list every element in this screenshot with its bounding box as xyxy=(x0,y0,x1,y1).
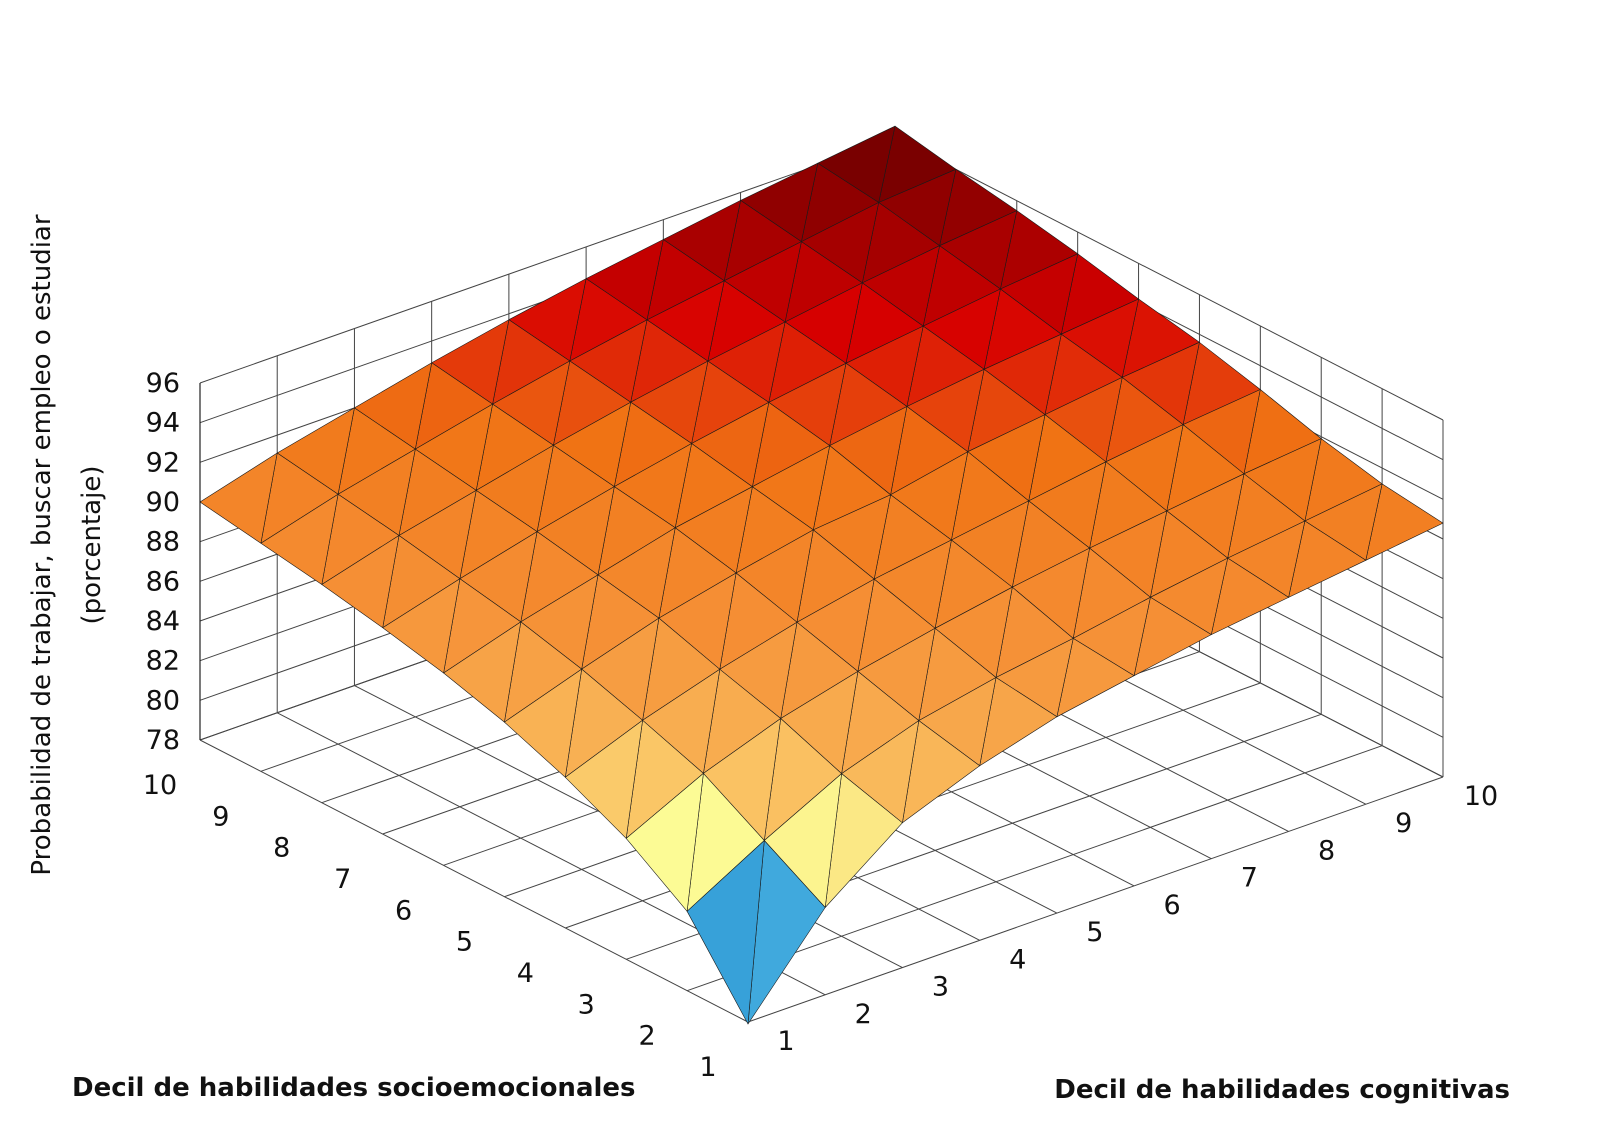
z-tick-label: 78 xyxy=(146,725,180,756)
y-tick-label: 3 xyxy=(578,989,595,1020)
z-tick-label: 96 xyxy=(146,368,180,399)
z-tick-label: 88 xyxy=(146,527,180,558)
y-axis-title: Decil de habilidades socioemocionales xyxy=(72,1073,636,1103)
x-tick-label: 7 xyxy=(1241,863,1258,894)
z-tick-label: 94 xyxy=(146,408,180,439)
z-tick-label: 86 xyxy=(146,566,180,597)
floor-gridline xyxy=(686,745,1383,992)
y-tick-label: 1 xyxy=(699,1052,716,1083)
back-wall-left-hline xyxy=(199,137,896,384)
surface-facet xyxy=(504,668,583,778)
back-wall-right-hline xyxy=(894,137,1444,421)
z-tick-label: 90 xyxy=(146,487,180,518)
surface-facet xyxy=(686,840,765,1025)
surface-facet xyxy=(321,535,400,629)
z-tick-label: 82 xyxy=(146,646,180,677)
x-tick-label: 9 xyxy=(1395,808,1412,839)
z-axis-title-line-1: Probabilidad de trabajar, buscar empleo … xyxy=(27,214,57,875)
y-tick-label: 7 xyxy=(334,864,351,895)
axis-layer: 7880828486889092949612345678910123456789… xyxy=(143,368,1498,1083)
surface-facet xyxy=(625,773,704,912)
x-tick-label: 3 xyxy=(932,972,949,1003)
y-tick-label: 8 xyxy=(273,833,290,864)
z-axis-title-line-2: (porcentaje) xyxy=(77,466,107,625)
x-tick-label: 1 xyxy=(777,1026,794,1057)
surface-facet xyxy=(443,621,522,723)
surface-facet xyxy=(564,719,643,839)
x-axis-title: Decil de habilidades cognitivas xyxy=(1054,1075,1510,1105)
surface-facet xyxy=(382,578,461,674)
y-tick-label: 5 xyxy=(456,927,473,958)
y-tick-label: 4 xyxy=(517,958,534,989)
x-tick-label: 6 xyxy=(1164,890,1181,921)
y-tick-label: 6 xyxy=(395,895,412,926)
z-axis-title: Probabilidad de trabajar, buscar empleo … xyxy=(27,214,107,875)
x-tick-label: 2 xyxy=(855,999,872,1030)
x-tick-label: 5 xyxy=(1086,917,1103,948)
y-tick-label: 2 xyxy=(639,1021,656,1052)
x-tick-label: 4 xyxy=(1009,944,1026,975)
floor-gridline xyxy=(199,739,749,1023)
z-tick-label: 84 xyxy=(146,606,180,637)
surface-facet xyxy=(199,452,278,544)
y-tick-label: 9 xyxy=(212,801,229,832)
surface-layer xyxy=(199,125,1444,1025)
y-tick-label: 10 xyxy=(143,770,177,801)
z-tick-label: 92 xyxy=(146,447,180,478)
x-tick-label: 10 xyxy=(1464,781,1498,812)
surface-facet xyxy=(260,493,339,585)
floor-gridline xyxy=(747,776,1444,1023)
z-tick-label: 80 xyxy=(146,685,180,716)
x-tick-label: 8 xyxy=(1318,835,1335,866)
